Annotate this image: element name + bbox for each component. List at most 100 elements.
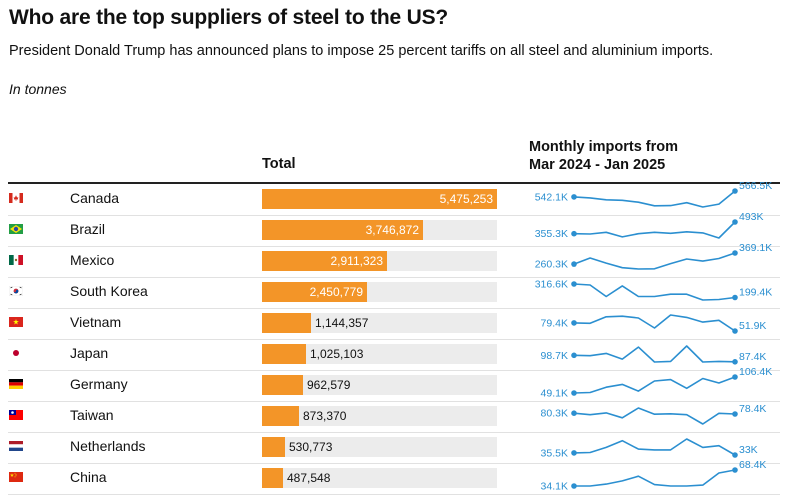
vietnam-flag-icon	[9, 317, 23, 327]
bar-value-label: 5,475,253	[439, 192, 493, 206]
sparkline-start-point	[571, 390, 577, 396]
sparkline-vietnam	[573, 314, 736, 332]
netherlands-flag-icon	[9, 441, 23, 451]
bar-value-label: 530,773	[289, 440, 333, 454]
sparkline-start-label: 34.1K	[541, 481, 568, 493]
sparkline-start-label: 355.3K	[535, 228, 568, 240]
total-column-header: Total	[262, 156, 296, 172]
sparkline-start-point	[571, 230, 577, 237]
bar	[262, 468, 283, 488]
sparkline-netherlands	[573, 438, 736, 456]
sparkline-start-label: 260.3K	[535, 259, 568, 271]
sparkline-start-label: 80.3K	[541, 408, 568, 420]
bar-value-label: 1,025,103	[310, 347, 364, 361]
bar-value-label: 487,548	[287, 471, 331, 485]
sparkline-canada	[573, 190, 736, 208]
table-row: South Korea 2,450,779	[8, 277, 780, 309]
bar-track: 5,475,253	[262, 189, 497, 209]
sparkline-start-label: 79.4K	[541, 317, 568, 329]
bar	[262, 251, 387, 271]
bar-track: 1,144,357	[262, 313, 497, 333]
table-row: Netherlands 530,773	[8, 432, 780, 464]
bar-track: 873,370	[262, 406, 497, 426]
sparkline-start-point	[571, 194, 577, 200]
japan-flag-icon	[9, 348, 23, 358]
sparkline-end-label: 78.4K	[739, 403, 766, 415]
bar-track: 487,548	[262, 468, 497, 488]
sparkline-start-point	[571, 450, 577, 456]
sparkline-end-label: 106.4K	[739, 366, 772, 378]
sparkline-brazil	[573, 221, 736, 239]
country-label: Taiwan	[70, 407, 114, 423]
bar-value-label: 3,746,872	[365, 223, 419, 237]
sparkline-end-point	[732, 452, 738, 458]
bar	[262, 189, 497, 209]
table-row: Vietnam 1,144,357	[8, 308, 780, 340]
table-row: Mexico 2,911,323	[8, 246, 780, 278]
sparkline-end-label: 369.1K	[739, 242, 772, 254]
bar-track: 962,579	[262, 375, 497, 395]
country-label: Germany	[70, 376, 128, 392]
unit-note: In tonnes	[9, 81, 67, 97]
sparkline-start-label: 49.1K	[541, 388, 568, 400]
sparkline-end-label: 493K	[739, 211, 764, 223]
brazil-flag-icon	[9, 224, 23, 234]
country-label: Brazil	[70, 221, 106, 237]
bar-track: 1,025,103	[262, 344, 497, 364]
sparkline-end-point	[732, 411, 738, 417]
chart-title: Who are the top suppliers of steel to th…	[9, 6, 449, 29]
bar	[262, 375, 303, 395]
sparkline-japan	[573, 345, 736, 363]
sparkline-start-point	[571, 281, 577, 287]
canada-flag-icon	[9, 193, 23, 203]
monthly-column-header: Monthly imports from Mar 2024 - Jan 2025	[529, 138, 769, 174]
sparkline-end-label: 566.5K	[739, 180, 772, 192]
sparkline-end-label: 51.9K	[739, 320, 766, 332]
country-label: South Korea	[70, 283, 148, 299]
bar	[262, 406, 299, 426]
sparkline-end-label: 87.4K	[739, 351, 766, 363]
sparkline-start-point	[571, 410, 577, 417]
table-row: Germany 962,579	[8, 370, 780, 402]
germany-flag-icon	[9, 379, 23, 389]
monthly-header-line1: Monthly imports from	[529, 139, 679, 155]
bar-value-label: 873,370	[303, 409, 347, 423]
bar	[262, 437, 285, 457]
country-label: Japan	[70, 345, 109, 361]
country-label: Mexico	[70, 252, 115, 268]
bar-value-label: 2,911,323	[330, 254, 384, 268]
country-label: Canada	[70, 190, 120, 206]
sparkline-germany	[573, 376, 736, 394]
sparkline-south-korea	[573, 283, 736, 301]
sparkline-start-point	[571, 320, 577, 326]
sparkline-start-label: 98.7K	[541, 350, 568, 362]
bar-track: 2,450,779	[262, 282, 497, 302]
bar	[262, 220, 423, 240]
bar	[262, 282, 367, 302]
sparkline-start-point	[571, 483, 577, 489]
sparkline-start-label: 35.5K	[541, 447, 568, 459]
sparkline-end-point	[732, 359, 738, 365]
sparkline-end-point	[732, 188, 738, 194]
sparkline-end-label: 33K	[739, 444, 758, 456]
sparkline-start-label: 316.6K	[535, 279, 568, 291]
sparkline-china	[574, 469, 736, 487]
table-row: Japan 1,025,103	[8, 339, 780, 371]
country-label: Netherlands	[70, 438, 146, 454]
bar-track: 2,911,323	[262, 251, 497, 271]
sparkline-end-point	[732, 467, 738, 473]
sparkline-start-point	[571, 261, 577, 267]
bar	[262, 313, 311, 333]
table-row: Canada 5,475,253	[8, 184, 780, 216]
sparkline-start-point	[571, 352, 577, 359]
table-row: Taiwan 873,370	[8, 401, 780, 433]
monthly-header-line2: Mar 2024 - Jan 2025	[529, 157, 666, 173]
bar-value-label: 962,579	[307, 378, 351, 392]
country-label: China	[70, 469, 107, 485]
sparkline-start-label: 542.1K	[535, 191, 568, 203]
table-row: Brazil 3,746,872	[8, 215, 780, 247]
sparkline-end-point	[732, 294, 738, 301]
sparkline-mexico	[573, 252, 736, 270]
country-label: Vietnam	[70, 314, 122, 330]
